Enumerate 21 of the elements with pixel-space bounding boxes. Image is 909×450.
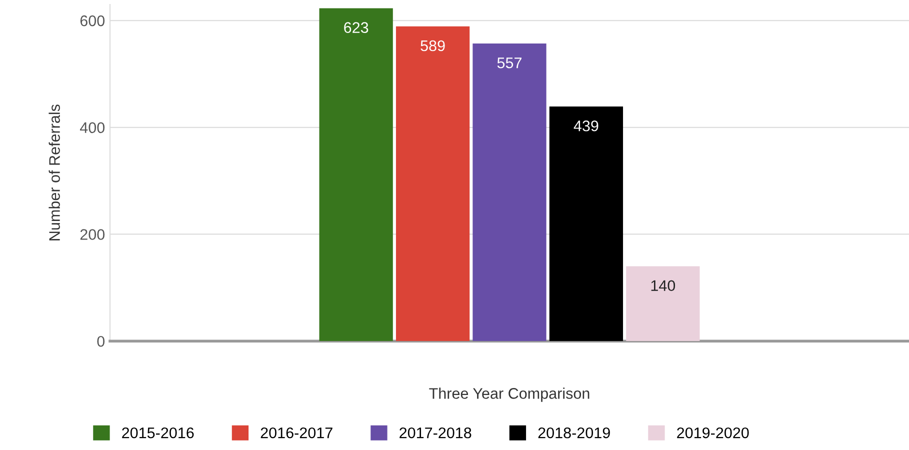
data-label: 589: [420, 40, 445, 52]
data-label: 439: [574, 120, 598, 132]
data-label: 140: [651, 280, 676, 292]
data-label: 623: [344, 22, 368, 33]
y-tick-label: 0: [97, 336, 105, 347]
bar: [319, 8, 393, 342]
bar: [472, 44, 546, 342]
legend-label: 2015-2016: [122, 427, 194, 438]
bar: [549, 106, 624, 342]
legend-label: 2018-2019: [538, 427, 610, 438]
legend-label: 2016-2017: [260, 427, 332, 438]
x-axis-title: Three Year Comparison: [429, 388, 590, 402]
legend-label: 2019-2020: [677, 427, 749, 438]
legend-label: 2017-2018: [400, 427, 472, 438]
y-tick-label: 200: [80, 229, 105, 240]
y-tick-label: 400: [80, 122, 105, 134]
data-label: 557: [497, 58, 522, 68]
y-tick-label: 600: [80, 15, 105, 26]
bar: [626, 266, 700, 342]
y-axis-title: Number of Referrals: [48, 104, 60, 240]
bar: [396, 26, 470, 342]
